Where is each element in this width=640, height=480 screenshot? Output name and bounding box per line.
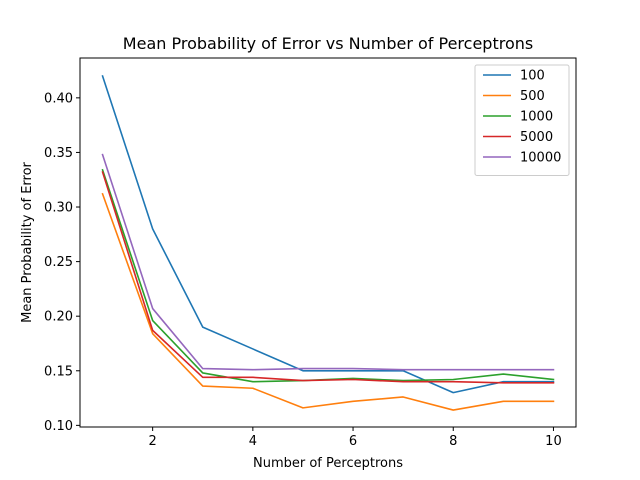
y-tick-label: 0.40 (44, 91, 73, 106)
legend-label: 1000 (520, 110, 553, 125)
legend-box (474, 64, 570, 176)
x-axis-ticks: 2 4 6 8 10 (149, 427, 562, 449)
x-tick-label: 2 (149, 434, 157, 449)
axes-frame (79, 57, 577, 428)
legend-label: 100 (520, 69, 545, 84)
x-tick-label: 10 (545, 434, 562, 449)
legend-label: 10000 (520, 151, 561, 166)
x-axis-label: Number of Perceptrons (253, 456, 403, 471)
series-line-5000 (101, 171, 555, 384)
x-tick-label: 4 (249, 434, 257, 449)
y-tick-label: 0.30 (44, 201, 73, 216)
chart-title: Mean Probability of Error vs Number of P… (123, 34, 533, 53)
legend-label: 500 (520, 89, 545, 104)
y-tick-label: 0.35 (44, 146, 73, 161)
series-lines (101, 75, 555, 411)
legend: 100 500 1000 5000 10000 (474, 64, 570, 176)
series-line-100 (101, 75, 555, 394)
y-tick-label: 0.15 (44, 364, 73, 379)
series-line-10000 (101, 153, 555, 371)
y-axis-label: Mean Probability of Error (20, 161, 35, 322)
x-tick-label: 8 (449, 434, 457, 449)
y-tick-label: 0.20 (44, 310, 73, 325)
y-tick-label: 0.10 (44, 419, 73, 434)
series-line-500 (101, 192, 555, 411)
y-axis-ticks: 0.10 0.15 0.20 0.25 0.30 0.35 0.40 (44, 91, 80, 434)
legend-label: 5000 (520, 130, 553, 145)
x-tick-label: 6 (349, 434, 357, 449)
y-tick-label: 0.25 (44, 255, 73, 270)
